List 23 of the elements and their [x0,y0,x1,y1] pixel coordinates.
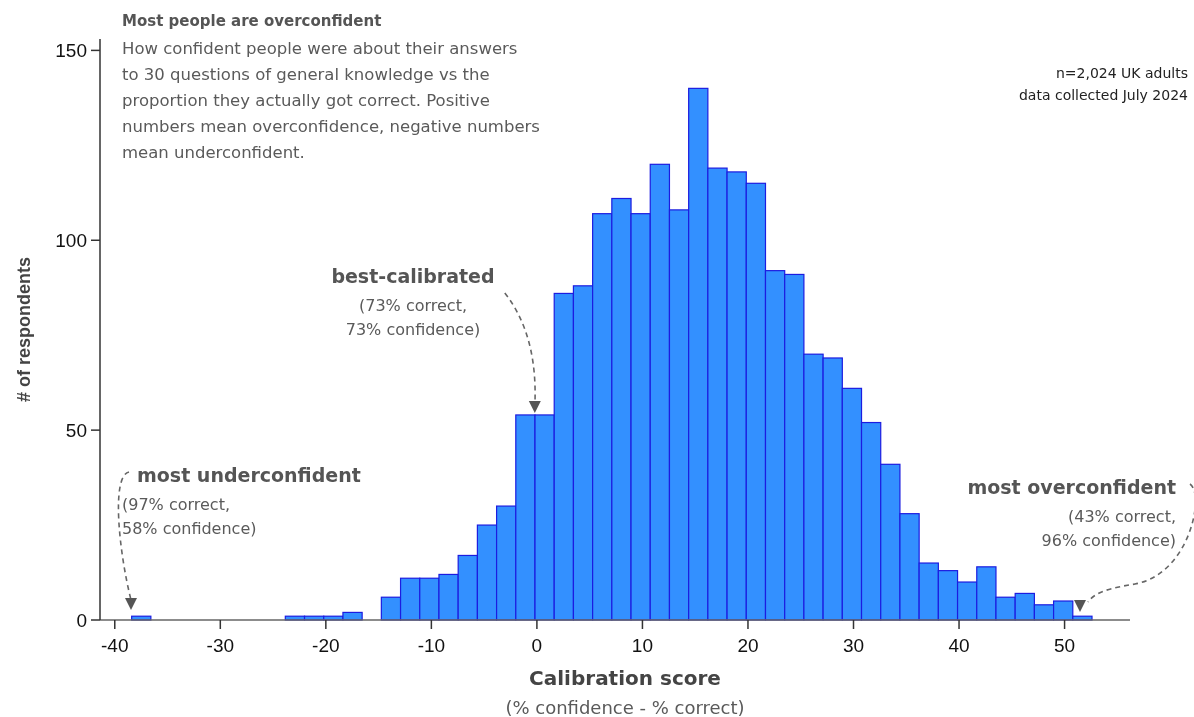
chart-title: Most people are overconfident [122,12,382,30]
x-tick-label: 50 [1054,635,1076,656]
x-tick-label: 20 [737,635,759,656]
y-tick-label: 150 [55,40,87,62]
annotation: most underconfident (97% correct, 58% confidence) [122,464,361,538]
y-tick-label: 0 [76,610,87,631]
x-tick-label: 10 [631,635,654,656]
x-tick-label: -10 [417,635,446,656]
x-axis-title: Calibration score (% confidence - % correct) [505,666,745,717]
annotation: data collected July 2024 [1018,87,1189,103]
x-tick-label: 0 [531,635,543,656]
text: How confident people were about their answers to 30 questions of general knowledge vs the proportion they actually got correct. Positive numbers mean overconfidence, negative numbers mean underconfident. [122,39,540,162]
x-tick-label: 40 [948,635,970,656]
x-tick-label: -40 [101,635,129,656]
annotation: best-calibrated (73% correct, 73% confidence) [331,265,495,339]
annotation: n=2,024 UK adults [1055,65,1188,81]
y-axis-title: # of respondents [14,256,34,403]
x-tick-label: 30 [842,635,865,656]
y-tick-label: 50 [65,420,87,442]
x-tick-label: -30 [206,635,235,656]
x-tick-label: -20 [312,635,340,656]
y-tick-label: 100 [55,230,87,252]
annotation: most overconfident (43% correct, 96% confidence) [967,476,1176,550]
